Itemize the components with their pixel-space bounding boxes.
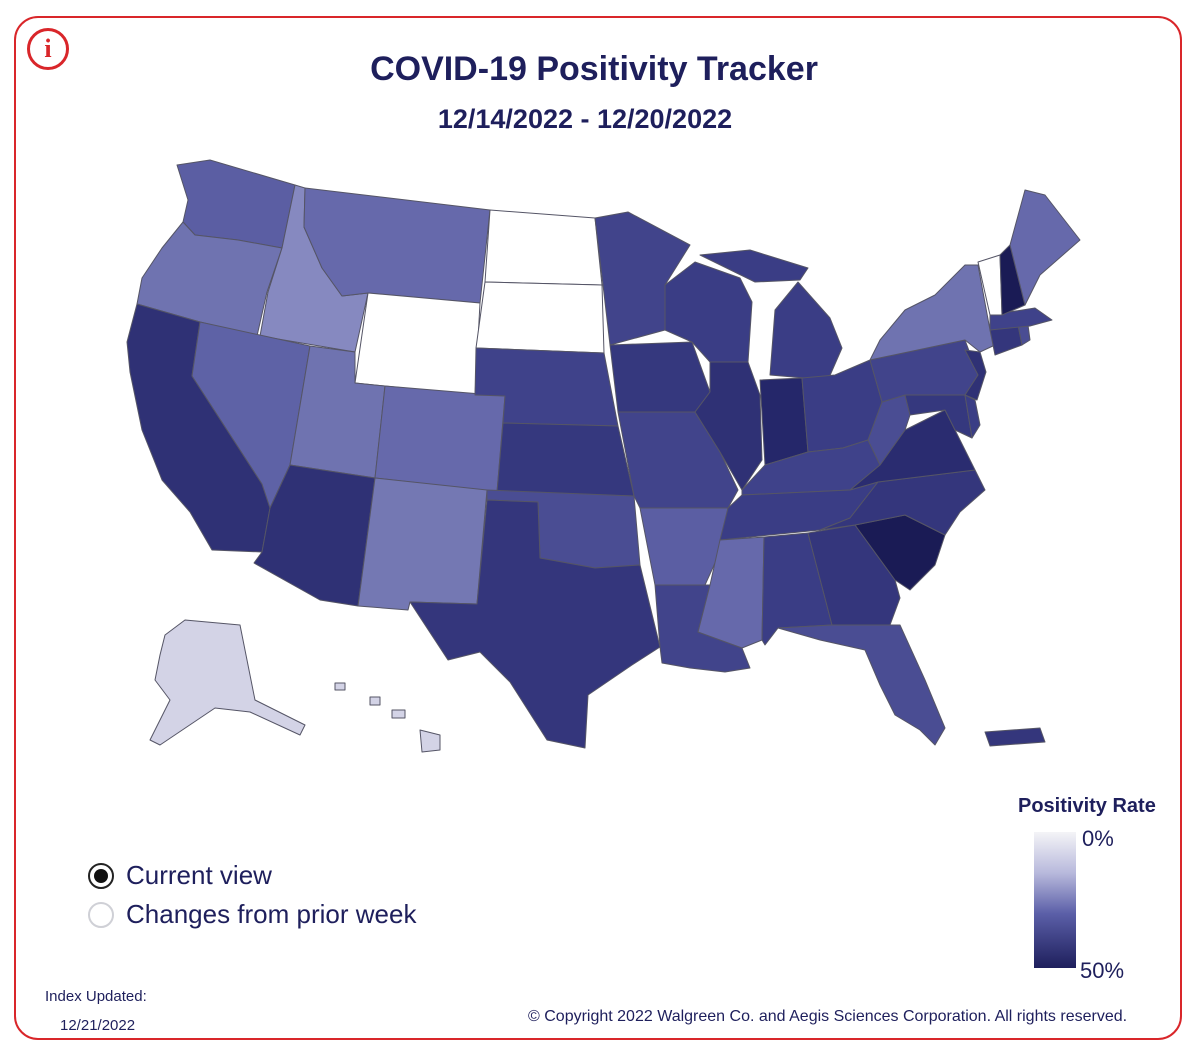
view-option-label: Changes from prior week [126, 899, 417, 929]
state-NY[interactable] [869, 264, 996, 361]
radio-current-view[interactable] [88, 862, 114, 889]
info-icon[interactable]: i [27, 28, 69, 70]
legend-color-scale [1034, 832, 1076, 968]
legend-min-label: 0% [1082, 826, 1114, 851]
legend-title: Positivity Rate [1018, 795, 1156, 817]
view-option-changes[interactable]: Changes from prior week [88, 899, 416, 930]
state-SD[interactable] [475, 281, 605, 354]
state-AR[interactable] [639, 507, 729, 586]
state-IA[interactable] [609, 341, 711, 413]
state-AK[interactable] [149, 619, 306, 746]
state-HI[interactable] [334, 682, 441, 753]
state-DE[interactable] [964, 394, 981, 439]
state-IN[interactable] [759, 377, 809, 466]
dashboard-frame [14, 16, 1182, 1040]
state-ME[interactable] [1009, 189, 1081, 306]
legend-max-label: 50% [1080, 958, 1125, 983]
state-KS[interactable] [496, 422, 635, 497]
state-NJ[interactable] [964, 349, 987, 401]
state-MT[interactable] [303, 187, 491, 304]
index-updated-date: 12/21/2022 [60, 1017, 136, 1034]
radio-changes-prior-week[interactable] [88, 901, 114, 928]
date-range: 12/14/2022 - 12/20/2022 [437, 104, 733, 134]
view-option-label: Current view [126, 860, 272, 890]
state-TX[interactable] [409, 499, 661, 749]
state-FL[interactable] [777, 624, 946, 746]
state-ND[interactable] [484, 209, 603, 286]
state-NM[interactable] [357, 477, 488, 611]
state-WY[interactable] [354, 292, 481, 396]
view-option-current[interactable]: Current view [88, 860, 272, 891]
copyright-notice: © Copyright 2022 Walgreen Co. and Aegis … [528, 1008, 1128, 1025]
state-CO[interactable] [374, 385, 506, 493]
page-title: COVID-19 Positivity Tracker [370, 50, 818, 88]
territory-PR[interactable] [984, 727, 1046, 747]
index-updated-label: Index Updated: [45, 988, 147, 1005]
